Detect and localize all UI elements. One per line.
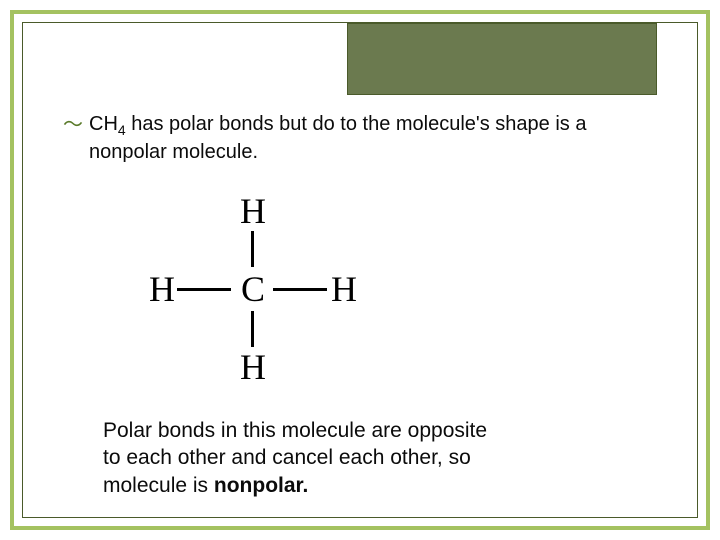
atom-left: H	[143, 267, 181, 311]
slide-content: ～ CH4 has polar bonds but do to the mole…	[63, 111, 657, 499]
bond-left	[177, 288, 231, 291]
outer-border: ～ CH4 has polar bonds but do to the mole…	[10, 10, 710, 530]
caption-line1: Polar bonds in this molecule are opposit…	[103, 419, 487, 442]
bond-top	[251, 231, 254, 267]
atom-bottom: H	[234, 345, 272, 389]
atom-top: H	[234, 189, 272, 233]
bond-bottom	[251, 311, 254, 347]
bond-right	[273, 288, 327, 291]
formula-subscript: 4	[118, 122, 126, 138]
header-box	[347, 23, 657, 95]
bullet-text: CH4 has polar bonds but do to the molecu…	[89, 111, 657, 165]
atom-center: C	[234, 267, 272, 311]
bullet-line: ～ CH4 has polar bonds but do to the mole…	[63, 111, 657, 165]
inner-border: ～ CH4 has polar bonds but do to the mole…	[22, 22, 698, 518]
caption: Polar bonds in this molecule are opposit…	[103, 417, 603, 499]
atom-right: H	[325, 267, 363, 311]
bullet-icon: ～	[63, 112, 83, 138]
formula-prefix: CH	[89, 113, 118, 135]
bullet-text-after: has polar bonds but do to the molecule's…	[89, 113, 586, 163]
caption-line3-bold: nonpolar.	[214, 474, 309, 497]
molecule-diagram: H H C H H	[143, 189, 363, 389]
caption-line3-prefix: molecule is	[103, 474, 214, 497]
caption-line2: to each other and cancel each other, so	[103, 446, 471, 469]
